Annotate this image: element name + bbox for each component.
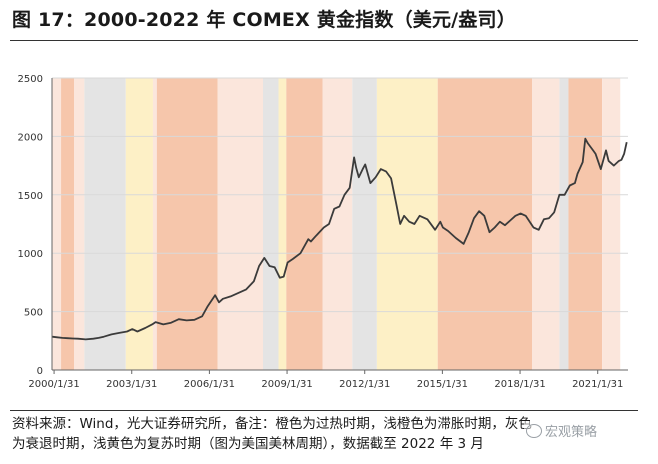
phase-band-stagflation — [532, 78, 560, 370]
phase-band-overheat — [61, 78, 75, 370]
x-tick-label: 2003/1/31 — [106, 379, 157, 390]
phase-band-stagflation — [152, 78, 157, 370]
note-rule — [10, 410, 638, 411]
wechat-icon — [526, 423, 542, 438]
phase-band-recession — [84, 78, 126, 370]
source-note-line-1: 资料来源：Wind，光大证券研究所，备注：橙色为过热时期，浅橙色为滞胀时期，灰色 — [12, 416, 532, 432]
series-line — [51, 137, 628, 341]
y-tick-label: 2500 — [18, 74, 43, 85]
phase-band-overheat — [437, 78, 533, 370]
cycle-phase-bands — [52, 78, 621, 370]
phase-band-overheat — [156, 78, 218, 370]
price-series — [51, 137, 628, 341]
phase-band-stagflation — [52, 78, 62, 370]
phase-band-stagflation — [602, 78, 621, 370]
phase-band-recession — [559, 78, 569, 370]
phase-band-recovery — [125, 78, 153, 370]
phase-band-stagflation — [217, 78, 263, 370]
axes: 0 500 1000 1500 2000 2500 2000/1/31 2003/1/31 20… — [18, 74, 628, 390]
phase-band-overheat — [568, 78, 603, 370]
x-tick-label: 2006/1/31 — [184, 379, 235, 390]
y-tick-label: 1500 — [18, 191, 43, 202]
phase-band-stagflation — [74, 78, 85, 370]
y-tick-label: 0 — [37, 366, 43, 377]
figure-title: 图 17：2000-2022 年 COMEX 黄金指数（美元/盎司） — [12, 9, 516, 31]
x-tick-label: 2000/1/31 — [28, 379, 79, 390]
phase-band-recovery — [278, 78, 287, 370]
x-tick-label: 2012/1/31 — [339, 379, 390, 390]
phase-band-recovery — [376, 78, 438, 370]
title-rule — [10, 40, 638, 41]
x-tick-label: 2009/1/31 — [261, 379, 312, 390]
y-tick-label: 2000 — [18, 132, 43, 143]
watermark: 宏观策略 — [524, 421, 600, 440]
y-tick-label: 500 — [24, 308, 43, 319]
y-tick-label: 1000 — [18, 249, 43, 260]
watermark-text: 宏观策略 — [545, 425, 598, 440]
phase-band-overheat — [286, 78, 323, 370]
phase-band-recession — [262, 78, 279, 370]
x-tick-label: 2018/1/31 — [494, 379, 545, 390]
x-tick-label: 2015/1/31 — [417, 379, 468, 390]
phase-band-stagflation — [322, 78, 353, 370]
source-note: 资料来源：Wind，光大证券研究所，备注：橙色为过热时期，浅橙色为滞胀时期，灰色… — [12, 414, 646, 454]
x-tick-label: 2021/1/31 — [572, 379, 623, 390]
phase-band-recession — [352, 78, 377, 370]
source-note-line-2: 为衰退时期，浅黄色为复苏时期（图为美国美林周期），数据截至 2022 年 3 月 — [12, 436, 484, 452]
gold-price-chart: 0 500 1000 1500 2000 2500 2000/1/31 2003/1/31 20… — [18, 74, 628, 390]
